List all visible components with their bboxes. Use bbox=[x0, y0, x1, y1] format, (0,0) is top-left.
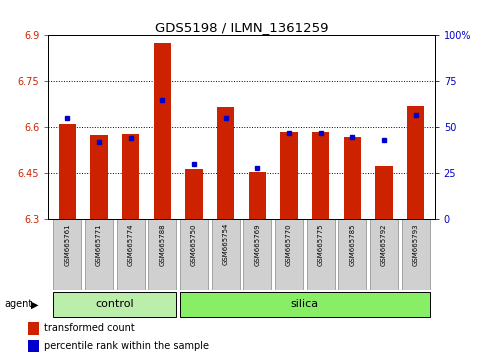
Text: GSM665770: GSM665770 bbox=[286, 223, 292, 266]
Bar bbox=[343, 137, 361, 219]
Text: agent: agent bbox=[5, 299, 33, 309]
Text: GSM665785: GSM665785 bbox=[349, 223, 355, 266]
Bar bbox=[370, 219, 398, 290]
Text: silica: silica bbox=[291, 299, 319, 309]
Bar bbox=[122, 133, 140, 219]
Bar bbox=[312, 132, 329, 219]
Text: GSM665775: GSM665775 bbox=[318, 223, 324, 266]
Bar bbox=[407, 106, 425, 219]
Bar bbox=[185, 169, 203, 219]
Bar bbox=[375, 166, 393, 219]
Title: GDS5198 / ILMN_1361259: GDS5198 / ILMN_1361259 bbox=[155, 21, 328, 34]
Bar bbox=[90, 135, 108, 219]
Bar bbox=[148, 219, 176, 290]
Bar bbox=[217, 108, 234, 219]
Text: GSM665788: GSM665788 bbox=[159, 223, 165, 266]
Text: GSM665792: GSM665792 bbox=[381, 223, 387, 266]
Bar bbox=[85, 219, 113, 290]
Bar bbox=[180, 292, 430, 317]
Text: GSM665793: GSM665793 bbox=[412, 223, 419, 266]
Bar bbox=[249, 172, 266, 219]
Text: GSM665750: GSM665750 bbox=[191, 223, 197, 266]
Text: control: control bbox=[96, 299, 134, 309]
Bar bbox=[243, 219, 271, 290]
Bar bbox=[28, 340, 40, 352]
Bar bbox=[58, 124, 76, 219]
Bar bbox=[280, 132, 298, 219]
Text: percentile rank within the sample: percentile rank within the sample bbox=[44, 341, 209, 351]
Bar bbox=[275, 219, 303, 290]
Text: GSM665771: GSM665771 bbox=[96, 223, 102, 266]
Bar bbox=[53, 219, 81, 290]
Bar bbox=[212, 219, 240, 290]
Text: GSM665769: GSM665769 bbox=[255, 223, 260, 266]
Bar bbox=[180, 219, 208, 290]
Text: transformed count: transformed count bbox=[44, 323, 134, 333]
Bar bbox=[117, 219, 144, 290]
Bar bbox=[28, 322, 40, 335]
Text: ▶: ▶ bbox=[31, 299, 39, 309]
Bar bbox=[339, 219, 366, 290]
Bar bbox=[402, 219, 430, 290]
Bar bbox=[154, 43, 171, 219]
Text: GSM665774: GSM665774 bbox=[128, 223, 134, 266]
Text: GSM665754: GSM665754 bbox=[223, 223, 228, 266]
Text: GSM665761: GSM665761 bbox=[64, 223, 71, 266]
Bar bbox=[53, 292, 176, 317]
Bar bbox=[307, 219, 335, 290]
